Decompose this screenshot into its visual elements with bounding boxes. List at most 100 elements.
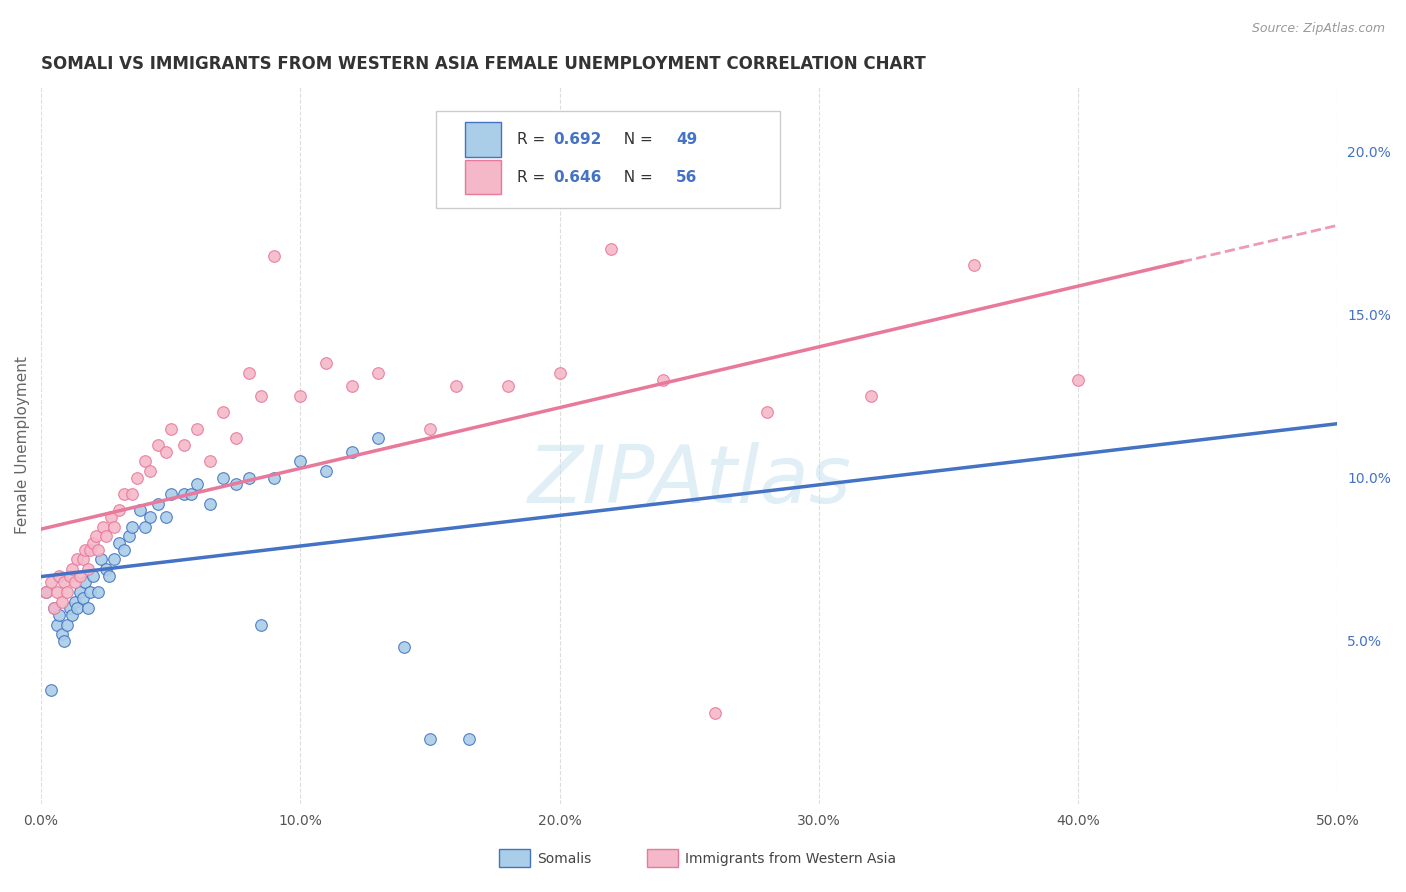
Point [94, 529, 117, 543]
Text: R =: R = [517, 169, 550, 185]
Point [59, 568, 82, 582]
Point [155, 444, 177, 458]
Point [342, 444, 364, 458]
Y-axis label: Female Unemployment: Female Unemployment [15, 356, 30, 534]
Point [103, 552, 125, 566]
Point [263, 471, 285, 485]
Text: SOMALI VS IMMIGRANTS FROM WESTERN ASIA FEMALE UNEMPLOYMENT CORRELATION CHART: SOMALI VS IMMIGRANTS FROM WESTERN ASIA F… [41, 55, 927, 73]
Point [238, 471, 260, 485]
Point [69, 568, 91, 582]
Point [72, 552, 94, 566]
Point [859, 389, 882, 403]
Point [60, 562, 83, 576]
Point [69, 585, 91, 599]
Point [53, 634, 76, 648]
Point [82, 536, 104, 550]
Point [63, 595, 86, 609]
Point [41, 575, 63, 590]
Point [290, 389, 312, 403]
Point [263, 249, 285, 263]
Point [600, 242, 623, 256]
Point [51, 595, 73, 609]
Point [82, 568, 104, 582]
Point [79, 585, 101, 599]
Point [72, 591, 94, 606]
Point [756, 405, 779, 419]
Text: N =: N = [614, 132, 658, 147]
Point [100, 509, 122, 524]
Point [63, 575, 86, 590]
Point [112, 542, 135, 557]
Point [108, 503, 131, 517]
Point [48, 568, 70, 582]
Text: 49: 49 [676, 132, 697, 147]
Point [108, 536, 131, 550]
Point [315, 464, 337, 478]
Point [548, 366, 571, 380]
Point [134, 454, 156, 468]
Point [45, 617, 67, 632]
FancyBboxPatch shape [465, 122, 502, 157]
Point [45, 585, 67, 599]
Point [496, 379, 519, 393]
Point [76, 562, 98, 576]
FancyBboxPatch shape [436, 111, 780, 208]
Point [963, 259, 986, 273]
Point [419, 422, 441, 436]
Point [121, 487, 143, 501]
Point [186, 477, 208, 491]
Point [444, 379, 467, 393]
Text: 56: 56 [676, 169, 697, 185]
Point [457, 731, 479, 746]
Point [173, 438, 195, 452]
Text: N =: N = [614, 169, 658, 185]
Point [180, 487, 202, 501]
Point [198, 454, 221, 468]
Text: 0.646: 0.646 [553, 169, 602, 185]
Point [66, 601, 89, 615]
Text: Immigrants from Western Asia: Immigrants from Western Asia [685, 852, 896, 866]
Point [1067, 373, 1090, 387]
Point [42, 601, 65, 615]
Point [112, 487, 135, 501]
Point [211, 405, 233, 419]
Point [250, 617, 273, 632]
Point [186, 422, 208, 436]
Point [75, 542, 97, 557]
Point [315, 356, 337, 370]
Point [84, 529, 107, 543]
Point [159, 487, 181, 501]
Point [198, 497, 221, 511]
Point [155, 509, 177, 524]
Point [91, 519, 114, 533]
Text: ZIPAtlas: ZIPAtlas [527, 442, 851, 520]
Point [53, 575, 76, 590]
Point [97, 568, 120, 582]
Point [125, 471, 148, 485]
Point [48, 607, 70, 622]
Point [128, 503, 150, 517]
Point [35, 585, 58, 599]
Point [173, 487, 195, 501]
Point [59, 601, 82, 615]
Point [75, 575, 97, 590]
FancyBboxPatch shape [465, 160, 502, 194]
Point [35, 585, 58, 599]
Text: R =: R = [517, 132, 550, 147]
Point [79, 542, 101, 557]
Point [146, 497, 169, 511]
Point [704, 706, 727, 720]
Point [250, 389, 273, 403]
Point [652, 373, 675, 387]
Point [56, 585, 79, 599]
Point [56, 617, 79, 632]
Point [238, 366, 260, 380]
Text: 0.692: 0.692 [553, 132, 602, 147]
Point [66, 552, 89, 566]
Point [87, 585, 110, 599]
Text: Source: ZipAtlas.com: Source: ZipAtlas.com [1251, 22, 1385, 36]
Point [139, 509, 162, 524]
Point [367, 366, 389, 380]
Point [103, 519, 125, 533]
Point [121, 519, 143, 533]
